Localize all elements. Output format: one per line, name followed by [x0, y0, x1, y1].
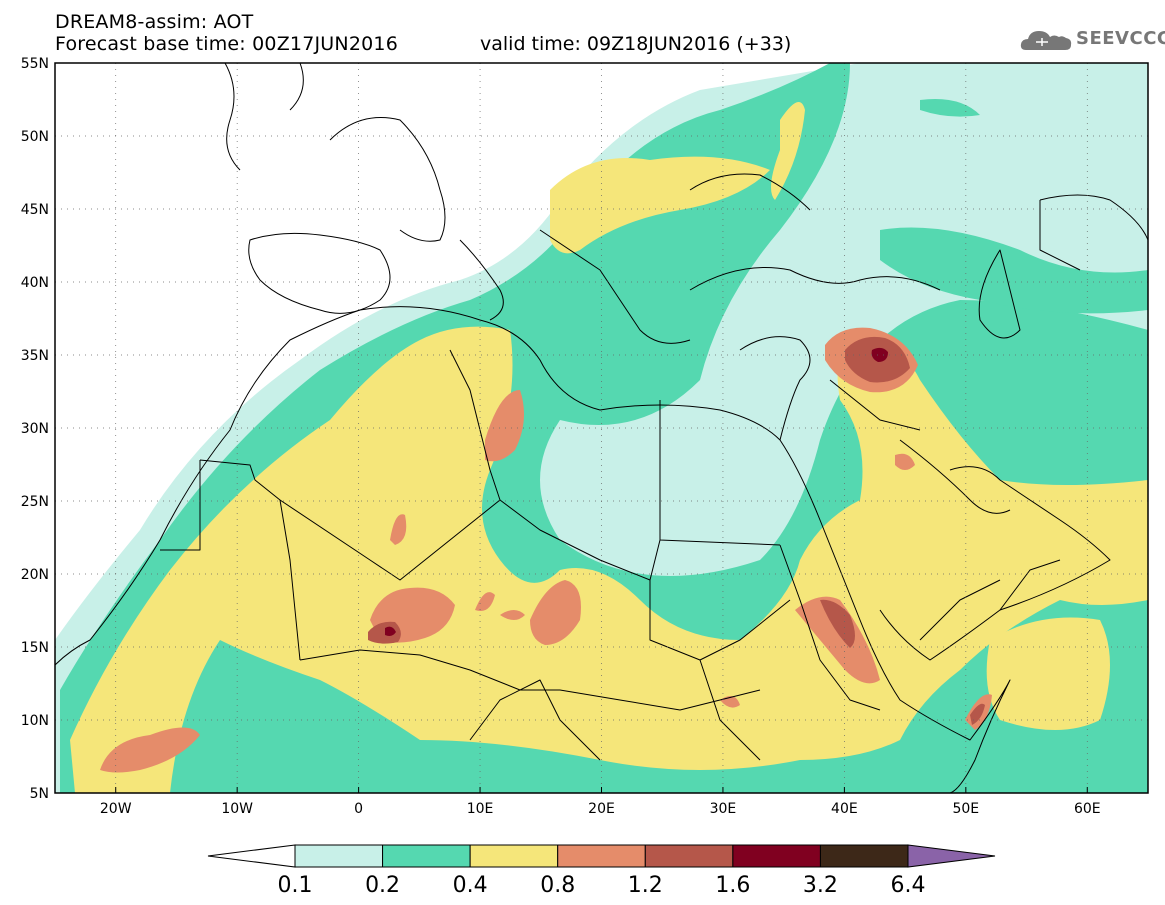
colorbar-swatch — [819, 844, 909, 868]
coastlines — [55, 63, 1148, 793]
colorbar-label: 3.2 — [803, 873, 838, 898]
lon-label: 50E — [952, 801, 979, 817]
colorbar-swatch — [294, 844, 384, 868]
map-title: DREAM8-assim: AOT — [55, 11, 254, 33]
cloud-logo-icon — [1020, 31, 1072, 50]
lon-label: 10E — [467, 801, 494, 817]
colorbar-label: 6.4 — [891, 873, 926, 898]
lon-label: 20E — [588, 801, 615, 817]
lat-label: 25N — [21, 494, 49, 510]
logo-text: SEEVCCC — [1076, 28, 1165, 49]
lat-label: 50N — [21, 129, 49, 145]
lon-label: 10W — [221, 801, 253, 817]
colorbar-swatch — [557, 844, 646, 868]
colorbar-swatch — [644, 844, 734, 868]
lon-label: 60E — [1074, 801, 1101, 817]
colorbar-label: 0.2 — [365, 873, 400, 898]
axis-labels: 55N 50N 45N 40N 35N 30N 25N 20N 15N 10N 5N 20W 10W 0 1… — [21, 56, 1101, 817]
lat-label: 20N — [21, 567, 49, 583]
lon-label: 20W — [100, 801, 132, 817]
lat-label: 35N — [21, 348, 49, 364]
colorbar-swatch — [469, 844, 559, 868]
lat-label: 40N — [21, 275, 49, 291]
colorbar-min-arrow — [207, 844, 296, 868]
colorbar-label: 0.1 — [278, 873, 313, 898]
lat-label: 45N — [21, 202, 49, 218]
lat-label: 15N — [21, 640, 49, 656]
colorbar: 0.1 0.2 0.4 0.8 1.2 1.6 3.2 6.4 — [207, 844, 996, 898]
colorbar-swatch — [732, 844, 821, 868]
lon-label: 30E — [710, 801, 737, 817]
gridlines — [55, 63, 1148, 793]
lat-label: 55N — [21, 56, 49, 72]
colorbar-swatch — [382, 844, 471, 868]
lon-label: 40E — [831, 801, 858, 817]
lat-label: 5N — [30, 786, 49, 802]
forecast-base-time: Forecast base time: 00Z17JUN2016 — [55, 33, 398, 55]
colorbar-max-arrow — [907, 844, 996, 868]
colorbar-label: 0.4 — [453, 873, 488, 898]
lat-label: 10N — [21, 713, 49, 729]
colorbar-label: 1.6 — [715, 873, 750, 898]
lat-label: 30N — [21, 421, 49, 437]
lon-label: 0 — [354, 801, 363, 817]
colorbar-label: 1.2 — [628, 873, 663, 898]
valid-time: valid time: 09Z18JUN2016 (+33) — [480, 33, 792, 55]
colorbar-label: 0.8 — [540, 873, 575, 898]
